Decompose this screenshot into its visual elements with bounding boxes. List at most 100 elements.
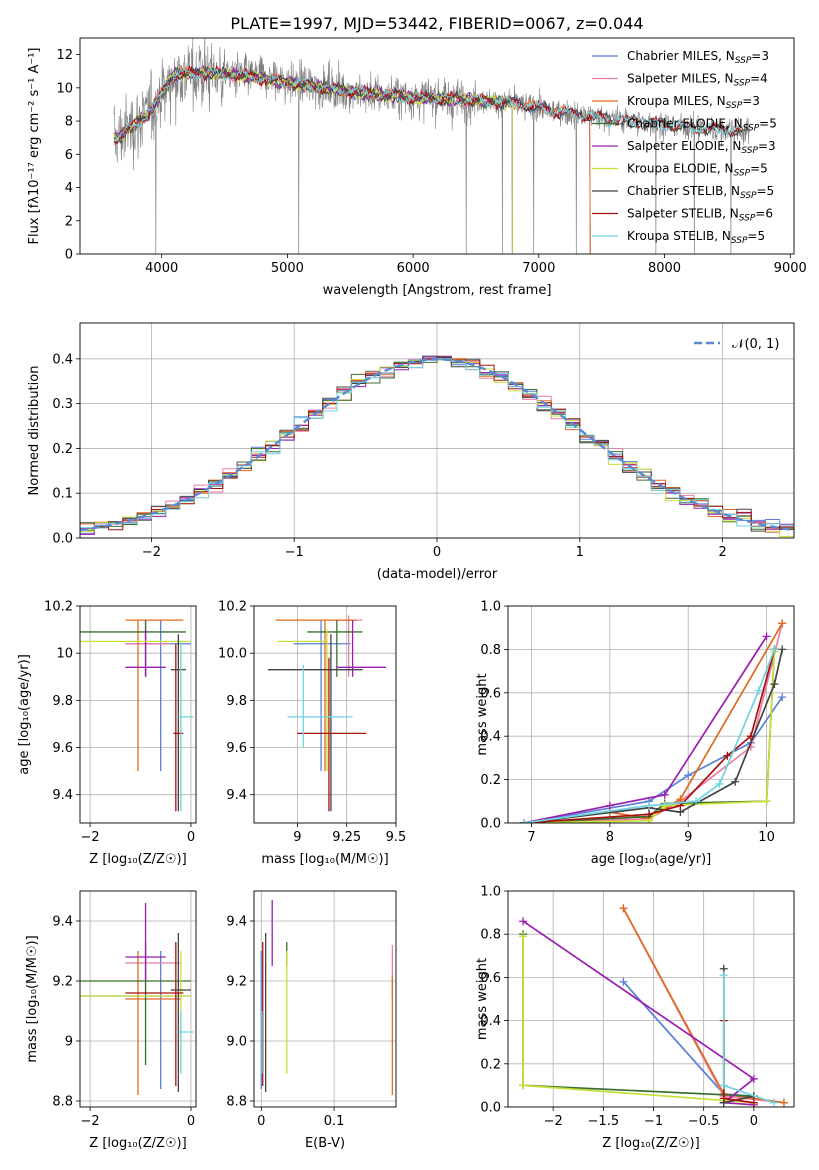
y-tick-label: 1.0 [480,600,501,615]
series-chabrier-elodie [519,930,758,1101]
x-tick-label: −2 [544,1114,563,1129]
x-tick-label: −1 [644,1114,663,1129]
series-marker [684,771,693,780]
age-vs-Z-panel: −2 0 9.4 9.6 9.8 10 10.2 Z [log₁₀(Z/Z☉)] age [lo… [17,600,197,867]
legend-subscript: SSP [741,146,758,156]
legend-subscript: SSP [726,101,743,111]
legend-text: Chabrier STELIB, N [627,184,740,198]
y-tick-label: 8.8 [52,1095,73,1110]
errorbar-chabrier-stelib [170,634,186,812]
legend-text: Kroupa STELIB, N [627,229,731,243]
y-tick-label: 8 [65,115,73,130]
x-tick-label: 0 [187,1114,195,1129]
axes-frame [253,890,397,1108]
series-salpeter-elodie [519,632,771,823]
legend-label: Chabrier MILES, NSSP=3 [627,49,769,66]
y-tick-label: 8.8 [226,1095,247,1110]
axes-frame [79,890,197,1108]
series-kroupa-miles [519,619,787,823]
errorbar-chabrier-stelib [170,933,191,1092]
age-vs-mass-plot-area [254,606,396,823]
legend-suffix: =3 [742,94,760,108]
legend-suffix: =5 [750,162,768,176]
x-tick-label: 0 [257,1114,265,1129]
series-chabrier-miles [619,977,758,1101]
y-tick-label: 9.8 [226,694,247,709]
y-tick-label: 0.2 [52,442,73,457]
errorbar-kroupa-miles [125,951,181,1095]
series-salpeter-miles [519,619,787,823]
age-vs-mass-panel: 9 9.25 9.5 9.4 9.6 9.8 10.0 10.2 mass [log₁₀(M/M… [218,600,406,868]
x-axis-label: E(B-V) [305,1136,345,1151]
legend-text: Salpeter MILES, N [627,72,734,86]
y-tick-label: 6 [65,148,73,163]
spectrum-panel: 4000 5000 6000 7000 8000 9000 0 2 4 6 8 10 12 wavelen… [27,37,807,298]
x-axis-label: Z [log₁₀(Z/Z☉)] [602,1136,699,1151]
y-tick-label: 0.4 [480,730,501,745]
errorbar-kroupa-elodie [80,951,191,1074]
series-marker [719,1081,728,1090]
x-tick-label: −1 [285,545,304,560]
x-tick-label: 0.1 [324,1114,345,1129]
x-tick-label: 9000 [774,261,807,276]
y-axis-label: age [log₁₀(age/yr)] [17,654,32,775]
series-marker [719,971,728,980]
legend-suffix: =6 [755,207,773,221]
series-marker [645,810,654,819]
series-marker [645,801,654,810]
legend-subscript: SSP [735,56,752,66]
series-marker [770,645,779,654]
x-tick-label: 10 [758,830,775,845]
legend-label: Kroupa MILES, NSSP=3 [627,94,760,111]
x-tick-label: −1.5 [588,1114,620,1129]
y-tick-label: 10.0 [218,647,247,662]
mass-vs-Z-panel: −2 0 8.8 9 9.2 9.4 Z [log₁₀(Z/Z☉)] mass [log₁₀(… [25,890,197,1151]
weight-vs-age-panel: 7 8 9 10 0.0 0.2 0.4 0.6 0.8 1.0 age [log₁₀(age/yr… [475,600,795,867]
residuals-panel: −2 −1 0 1 2 0.0 0.1 0.2 0.3 0.4 (data-model)/error… [27,322,795,582]
y-tick-label: 10.2 [218,600,247,615]
axes-frame [507,890,795,1108]
series-marker [519,819,528,823]
y-tick-label: 9.2 [226,975,247,990]
errorbar-kroupa-stelib [178,643,194,812]
series-marker [749,1074,758,1083]
legend-suffix: =5 [757,184,775,198]
y-tick-label: 10.2 [44,600,73,615]
errorbar-salpeter-miles [125,945,181,996]
legend-suffix: =5 [747,229,765,243]
mass-vs-ebv-plot-area [254,891,396,1107]
series-line [523,649,776,823]
y-tick-label: 2 [65,214,73,229]
x-tick-label: 7000 [522,261,555,276]
y-tick-label: 0.2 [480,773,501,788]
legend-label: 𝒩(0, 1) [732,337,779,352]
series-marker [715,779,724,788]
weight-vs-age-plot-area [508,606,794,823]
series-line [523,622,783,823]
weight-vs-Z-plot-area [508,891,794,1107]
legend-subscript: SSP [739,214,756,224]
series-line [523,635,768,823]
series-line [622,981,754,1098]
errorbar-kroupa-miles [275,619,357,772]
x-tick-label: 9 [684,830,692,845]
y-tick-label: 0.6 [480,686,501,701]
x-tick-label: 9.25 [332,830,361,845]
y-tick-label: 10 [56,81,73,96]
axes-frame [507,605,795,824]
errorbar-salpeter-elodie [125,903,166,981]
legend-label: Salpeter MILES, NSSP=4 [627,72,768,89]
x-tick-label: 0 [433,545,441,560]
x-axis-label: Z [log₁₀(Z/Z☉)] [89,852,186,867]
x-tick-label: 8 [606,830,614,845]
y-tick-label: 9.4 [226,915,247,930]
errorbar-chabrier-miles [80,951,191,1089]
model-line-kroupa-stelib [113,67,743,142]
legend-suffix: =5 [759,117,777,131]
weight-vs-Z-panel: −2 −1.5 −1 −0.5 0 0.0 0.2 0.4 0.6 0.8 1.0 Z [log₁₀(… [475,885,795,1151]
series-marker [619,977,628,986]
errorbar-kroupa-stelib [287,664,353,748]
series-marker [769,1098,778,1107]
errorbar-kroupa-elodie [80,640,191,807]
